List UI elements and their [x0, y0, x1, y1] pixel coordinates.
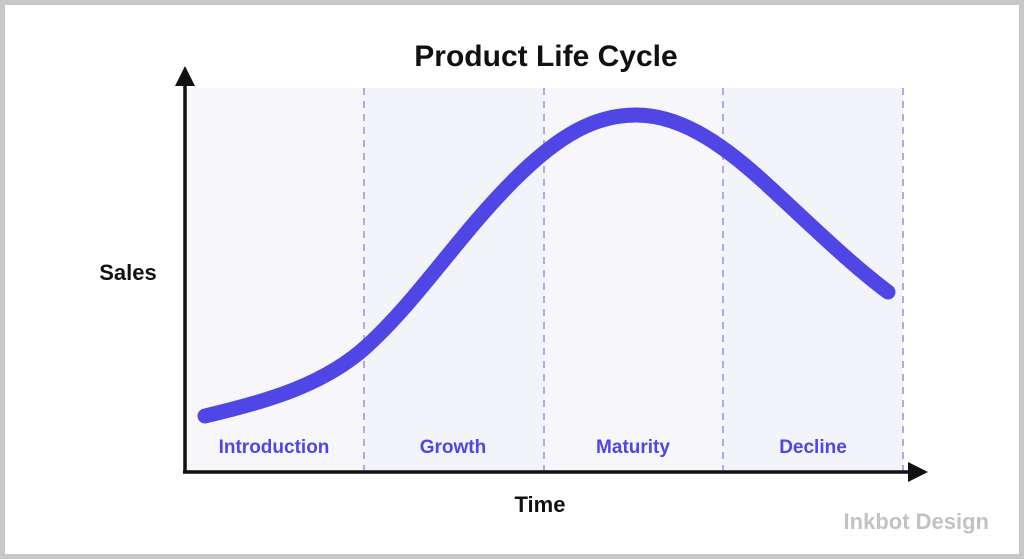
stage-label-growth: Growth [420, 437, 487, 458]
x-axis-arrow [908, 462, 928, 482]
diagram-title: Product Life Cycle [414, 40, 677, 73]
y-axis-label: Sales [99, 260, 157, 285]
stage-label-decline: Decline [779, 437, 847, 458]
zone-growth [364, 88, 544, 472]
watermark-logo: Inkbot Design [844, 509, 989, 534]
stage-label-introduction: Introduction [219, 437, 330, 458]
zone-maturity [544, 88, 723, 472]
life-cycle-curve [197, 107, 896, 424]
axes [175, 66, 928, 482]
y-axis-arrow [175, 66, 195, 86]
x-axis-label: Time [515, 492, 566, 517]
stage-label-maturity: Maturity [596, 437, 670, 458]
